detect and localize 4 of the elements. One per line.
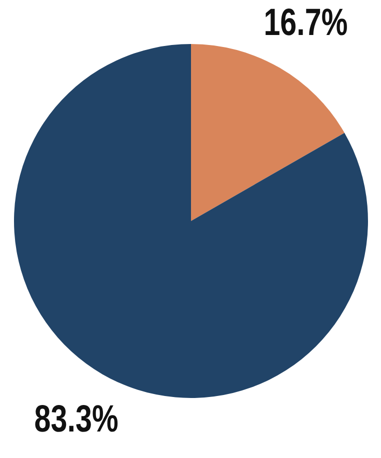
pie-slice bbox=[14, 44, 368, 398]
pie-slice bbox=[191, 44, 344, 221]
data-label: 16.7% bbox=[264, 2, 348, 44]
data-label: 83.3% bbox=[34, 398, 118, 440]
